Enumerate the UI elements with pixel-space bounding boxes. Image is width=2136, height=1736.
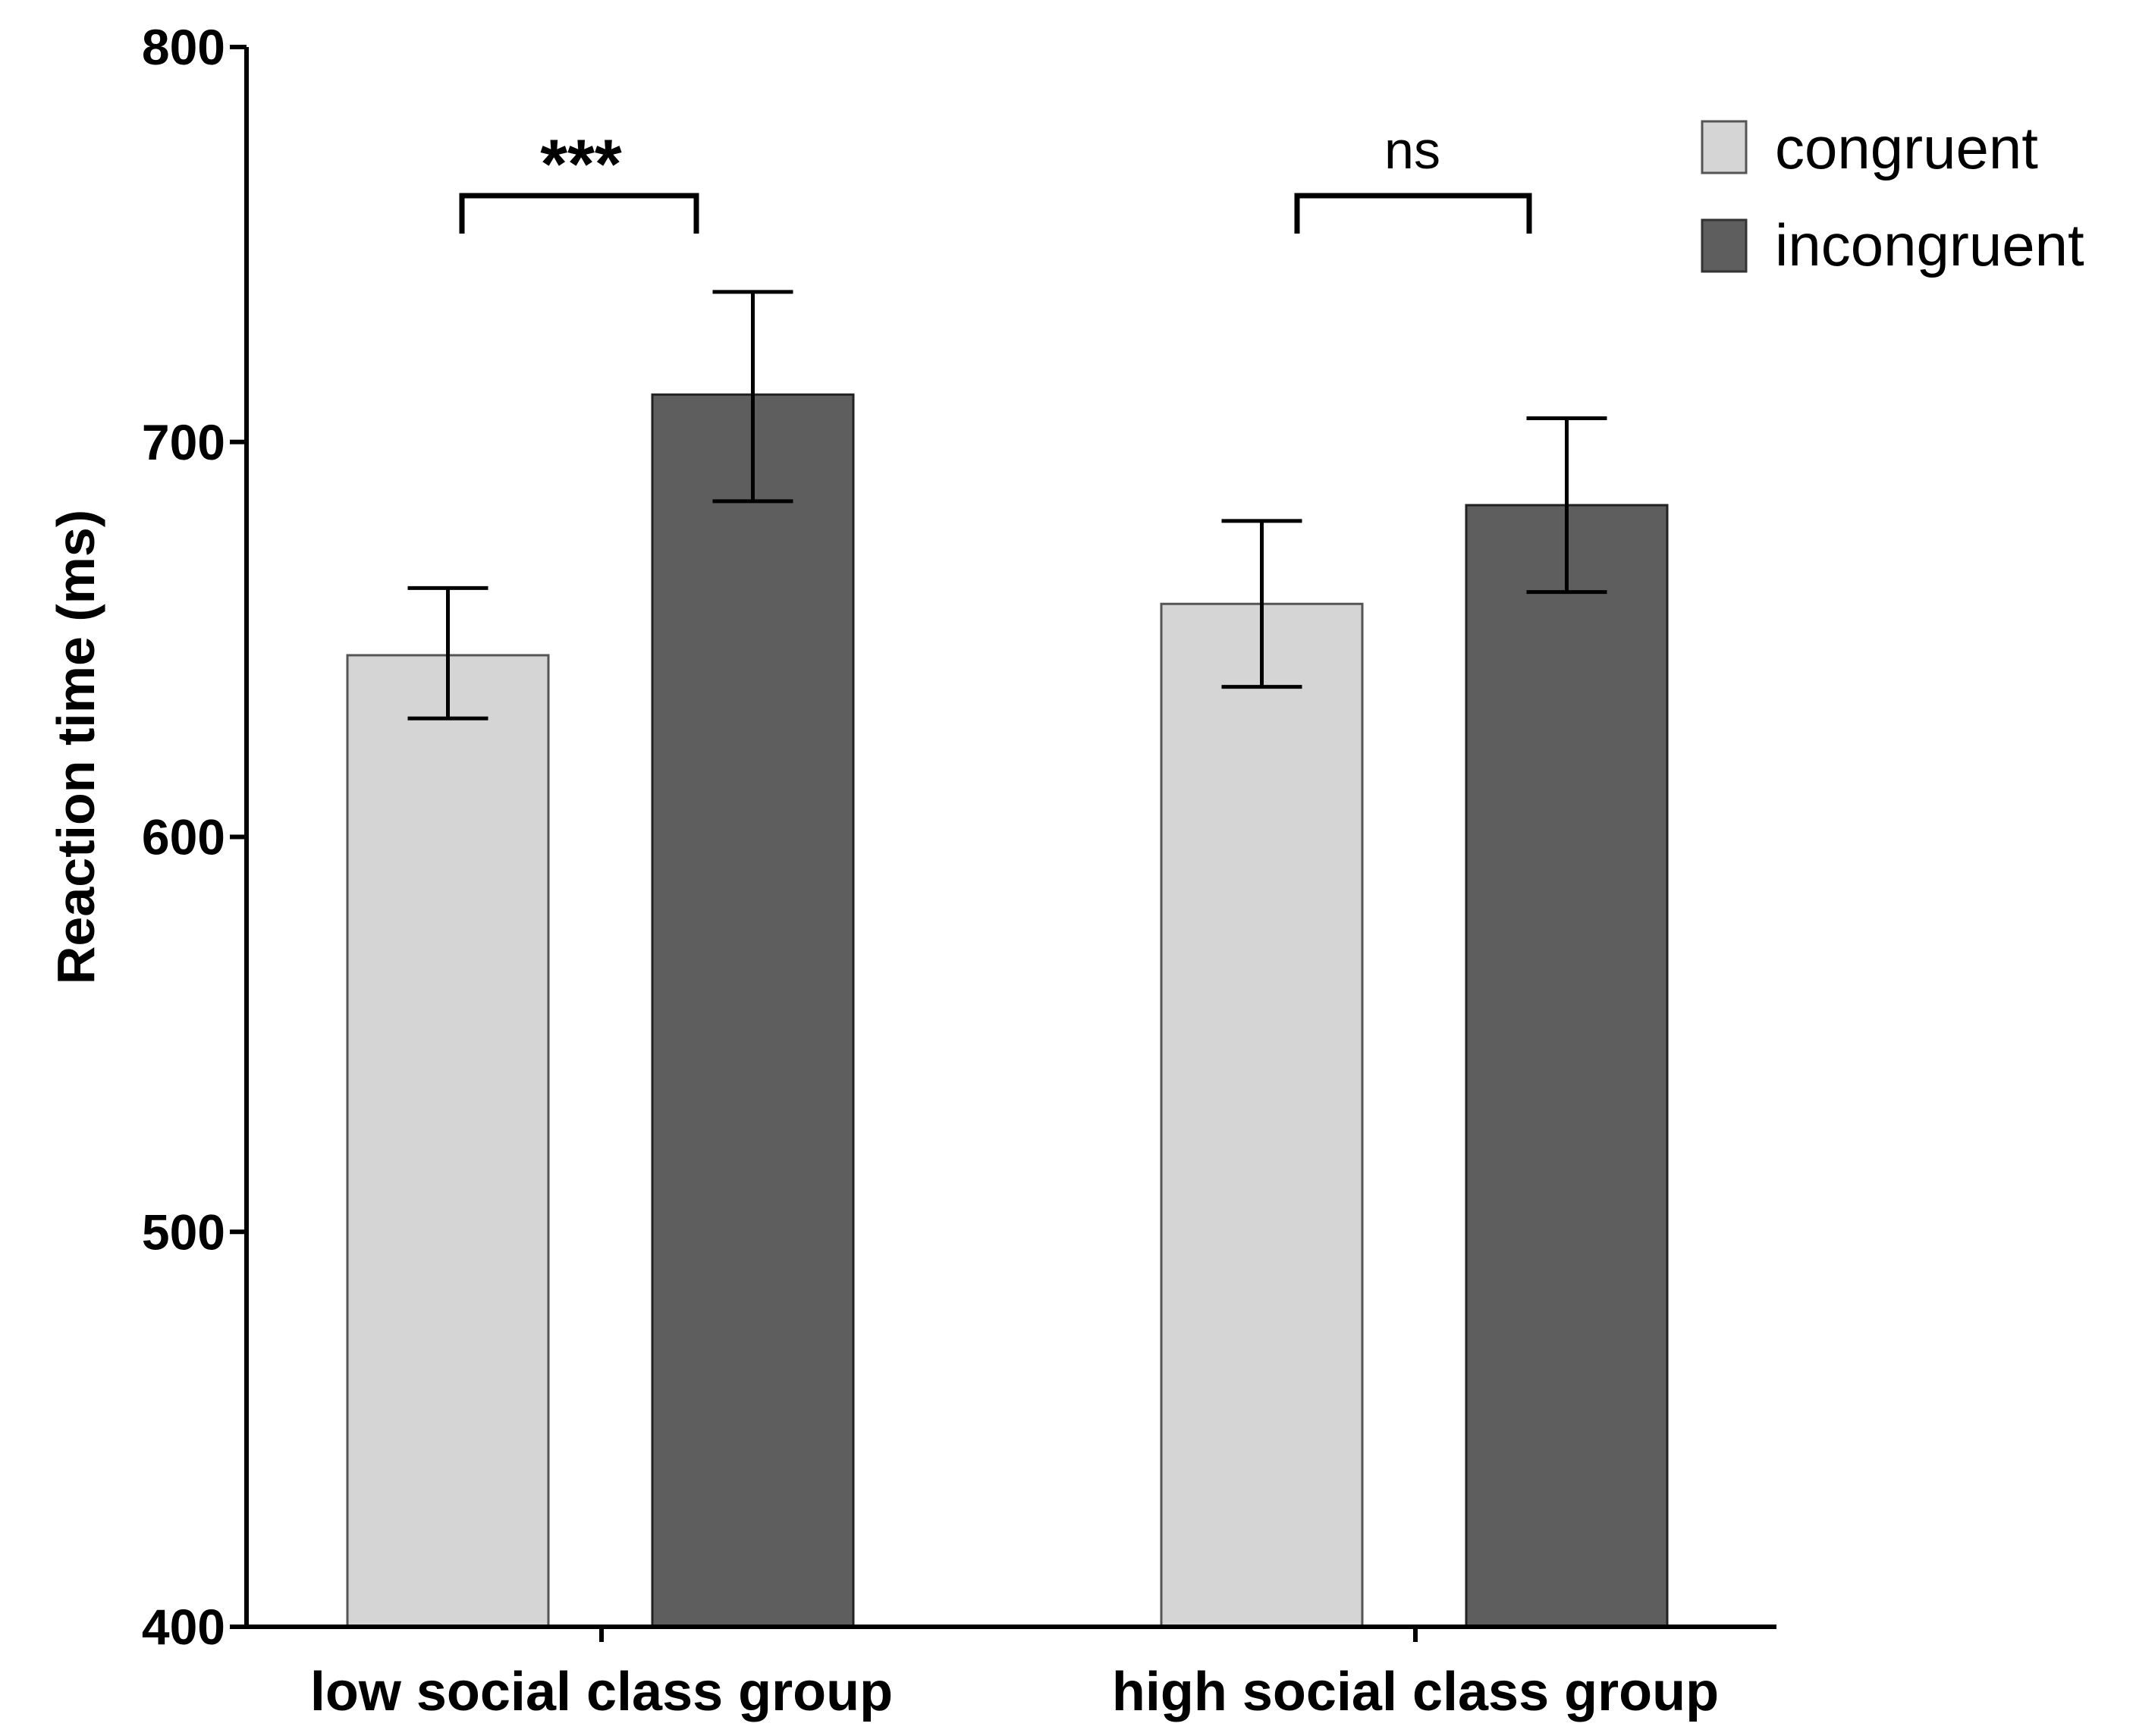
x-category-label-high-social-class: high social class group [1112,1662,1719,1722]
legend: congruent incongruent [1701,115,2084,278]
y-tick-label-500: 500 [142,1204,225,1260]
y-tick-label-400: 400 [142,1599,225,1655]
significance-bracket-low: *** [459,126,699,234]
bracket-line-high [1294,193,1532,234]
significance-label-high: ns [1384,121,1440,180]
legend-label-incongruent: incongruent [1775,212,2084,278]
y-axis-title: Reaction time (ms) [46,510,105,984]
bracket-line-low [459,193,699,234]
bar-incongruent-low-social-class [651,393,855,1628]
bar-congruent-low-social-class [346,654,550,1628]
significance-label-low: *** [540,126,622,203]
y-tick-label-700: 700 [142,414,225,470]
legend-label-congruent: congruent [1775,115,2038,181]
bar-congruent-high-social-class [1160,602,1364,1628]
legend-swatch-incongruent [1701,218,1748,273]
plot-area: 400 500 600 700 800 [142,19,1669,1655]
legend-swatch-congruent [1701,120,1748,174]
y-tick-label-800: 800 [142,19,225,75]
significance-bracket-high: ns [1294,121,1532,234]
bar-incongruent-high-social-class [1465,504,1669,1628]
x-category-label-low-social-class: low social class group [310,1662,893,1722]
y-tick-label-600: 600 [142,809,225,865]
